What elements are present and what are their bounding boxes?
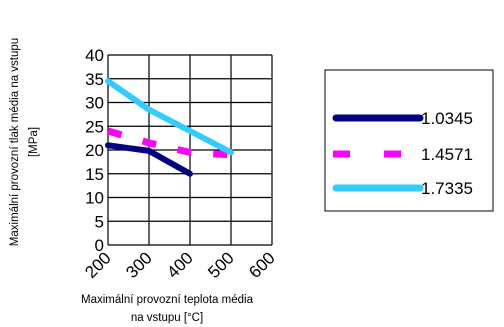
y-tick-label-5: 25 (85, 117, 104, 136)
y-tick-label-2: 10 (85, 189, 104, 208)
x-tick-label-1: 300 (122, 248, 155, 281)
y-tick-label-8: 40 (85, 46, 104, 65)
y-tick-label-4: 20 (85, 141, 104, 160)
x-axis-title-line-2: na vstupu [°C] (131, 312, 203, 324)
x-tick-label-2: 400 (163, 248, 196, 281)
x-tick-labels: 200 300 400 500 600 (81, 248, 278, 281)
legend-label-1.0345: 1.0345 (421, 109, 473, 128)
y-tick-labels: 0 5 10 15 20 25 30 35 40 (85, 46, 104, 255)
x-axis-title-line-1: Maximální provozní teplota média (81, 294, 254, 306)
y-tick-label-7: 35 (85, 70, 104, 89)
legend: 1.0345 1.4571 1.7335 (324, 69, 494, 212)
y-tick-label-0: 0 (95, 236, 104, 255)
legend-items: 1.0345 1.4571 1.7335 (332, 109, 473, 198)
y-tick-label-3: 15 (85, 165, 104, 184)
x-tick-label-0: 200 (81, 248, 114, 281)
y-tick-label-1: 5 (95, 212, 104, 231)
y-tick-label-6: 30 (85, 94, 104, 113)
series-layer (105, 78, 234, 177)
x-tick-label-4: 600 (245, 248, 278, 281)
legend-label-1.4571: 1.4571 (421, 145, 473, 164)
x-tick-label-3: 500 (204, 248, 237, 281)
series-line-1.7335 (105, 78, 234, 156)
y-axis-title-line-2: [MPa] (28, 127, 40, 157)
legend-label-1.7335: 1.7335 (421, 179, 473, 198)
y-axis-title-line-1: Maximální provozní tlak média na vstupu (9, 38, 21, 246)
